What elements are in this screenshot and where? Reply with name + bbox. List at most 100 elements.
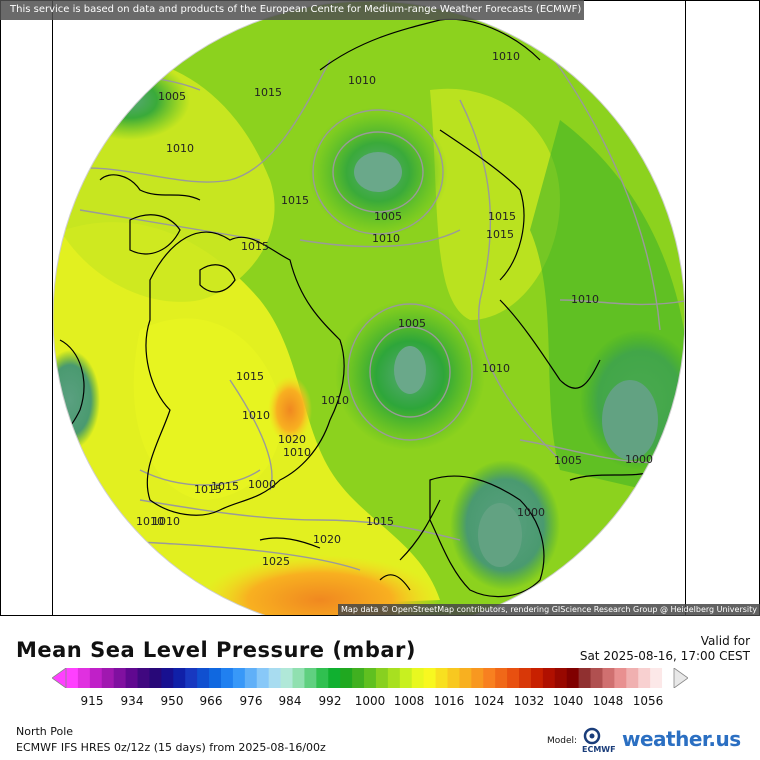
model-run-info: ECMWF IFS HRES 0z/12z (15 days) from 202… [16, 741, 326, 754]
colorbar-swatch [375, 668, 389, 688]
pressure-colorbar [52, 668, 688, 688]
colorbar-swatch [495, 668, 508, 688]
colorbar-label: 992 [318, 694, 342, 708]
colorbar-swatch [447, 668, 460, 688]
colorbar-swatch [256, 668, 270, 688]
map-attribution[interactable]: Map data © OpenStreetMap contributors, r… [338, 604, 760, 616]
colorbar-swatch [149, 668, 162, 688]
region-name: North Pole [16, 725, 74, 738]
colorbar-swatch [316, 668, 329, 688]
weather-us-logo[interactable]: weather.us [622, 727, 741, 751]
colorbar-swatch [542, 668, 556, 688]
isobar-label: 1015 [488, 210, 516, 223]
colorbar-label: 966 [199, 694, 223, 708]
colorbar-labels: 915 934 950 966 976 984 992 1000 1008 1016 1024 103… [0, 694, 760, 710]
isobar-label: 1010 [136, 515, 164, 528]
valid-time: Sat 2025-08-16, 17:00 CEST [579, 649, 750, 663]
isobar-label: 1010 [166, 142, 194, 155]
isobar-label: 1015 [281, 194, 309, 207]
colorbar-swatch [89, 668, 103, 688]
colorbar-swatch [507, 668, 520, 688]
colorbar-label: 950 [160, 694, 184, 708]
model-label: Model: [547, 736, 578, 746]
colorbar-swatch [340, 668, 353, 688]
colorbar-swatch [352, 668, 365, 688]
isobar-label: 1010 [482, 362, 510, 375]
isobar-label: 1015 [366, 515, 394, 528]
colorbar-swatch [161, 668, 174, 688]
colorbar-swatch [137, 668, 150, 688]
colorbar-swatch [662, 668, 675, 688]
colorbar-label: 1032 [513, 694, 545, 708]
colorbar-label: 1000 [354, 694, 386, 708]
colorbar-swatch [197, 668, 210, 688]
colorbar-label: 1008 [393, 694, 425, 708]
colorbar-swatch [387, 668, 401, 688]
colorbar-swatch [77, 668, 91, 688]
isobar-label: 1015 [211, 480, 239, 493]
colorbar-swatch [614, 668, 627, 688]
colorbar-swatch [364, 668, 377, 688]
ecmwf-logo[interactable]: ECMWF [578, 726, 618, 754]
isobar-label: 1015 [236, 370, 264, 383]
colorbar-swatch [638, 668, 651, 688]
pressure-field [53, 1, 685, 616]
ecmwf-disclaimer: This service is based on data and produc… [0, 0, 584, 20]
chart-title: Mean Sea Level Pressure (mbar) [16, 638, 416, 662]
isobar-label: 1005 [374, 210, 402, 223]
colorbar-swatch [304, 668, 317, 688]
colorbar-swatch [113, 668, 127, 688]
isobar-label: 1005 [158, 90, 186, 103]
colorbar-swatch [578, 668, 591, 688]
colorbar-label: 1040 [552, 694, 584, 708]
isobar-label: 1005 [398, 317, 426, 330]
colorbar-swatch [328, 668, 341, 688]
colorbar-swatch [530, 668, 544, 688]
colorbar-swatch [280, 668, 293, 688]
isobar-label: 1010 [492, 50, 520, 63]
colorbar-label: 915 [80, 694, 104, 708]
colorbar-min-arrow [52, 668, 67, 688]
colorbar-swatch [483, 668, 496, 688]
colorbar-swatch [292, 668, 305, 688]
colorbar-swatch [519, 668, 532, 688]
isobar-label: 1010 [571, 293, 599, 306]
colorbar-swatch [471, 668, 484, 688]
isobar-label: 1025 [262, 555, 290, 568]
isobar-label: 1015 [241, 240, 269, 253]
colorbar-swatch [435, 668, 448, 688]
colorbar-swatch [459, 668, 472, 688]
colorbar-swatch [220, 668, 234, 688]
isobar-label: 1010 [372, 232, 400, 245]
colorbar-swatch [602, 668, 615, 688]
colorbar-swatch [650, 668, 663, 688]
colorbar-swatch [173, 668, 186, 688]
isobar-labels: 1005 101510101010101010151005101010151015… [136, 50, 653, 568]
colorbar-swatch [125, 668, 138, 688]
colorbar-swatch [232, 668, 246, 688]
colorbar-swatch [101, 668, 115, 688]
colorbar-swatch [399, 668, 413, 688]
isobar-label: 1015 [194, 483, 222, 496]
isobar-label: 1010 [321, 394, 349, 407]
colorbar-swatch [185, 668, 198, 688]
colorbar-max-arrow [673, 668, 688, 688]
ecmwf-logo-text: ECMWF [582, 745, 616, 754]
map-area[interactable]: 1005 1015 1010 1010 1010 1015 1005 1010 1015 1015… [0, 0, 760, 616]
colorbar-swatch [566, 668, 580, 688]
pressure-map[interactable]: 1005 101510101010101010151005101010151015… [0, 0, 760, 616]
valid-for-label: Valid for [700, 634, 750, 648]
isobar-label: 1015 [486, 228, 514, 241]
isobar-label: 1015 [254, 86, 282, 99]
colorbar-swatch [66, 668, 79, 688]
colorbar-swatch [244, 668, 258, 688]
isobar-label: 1020 [278, 433, 306, 446]
colorbar-label: 934 [120, 694, 144, 708]
colorbar-label: 984 [278, 694, 302, 708]
colorbar-swatch [209, 668, 222, 688]
colorbar-swatch [590, 668, 603, 688]
isobar-label: 1010 [348, 74, 376, 87]
colorbar-label: 976 [239, 694, 263, 708]
isobar-label: 1010 [152, 515, 180, 528]
colorbar-swatch [423, 668, 436, 688]
